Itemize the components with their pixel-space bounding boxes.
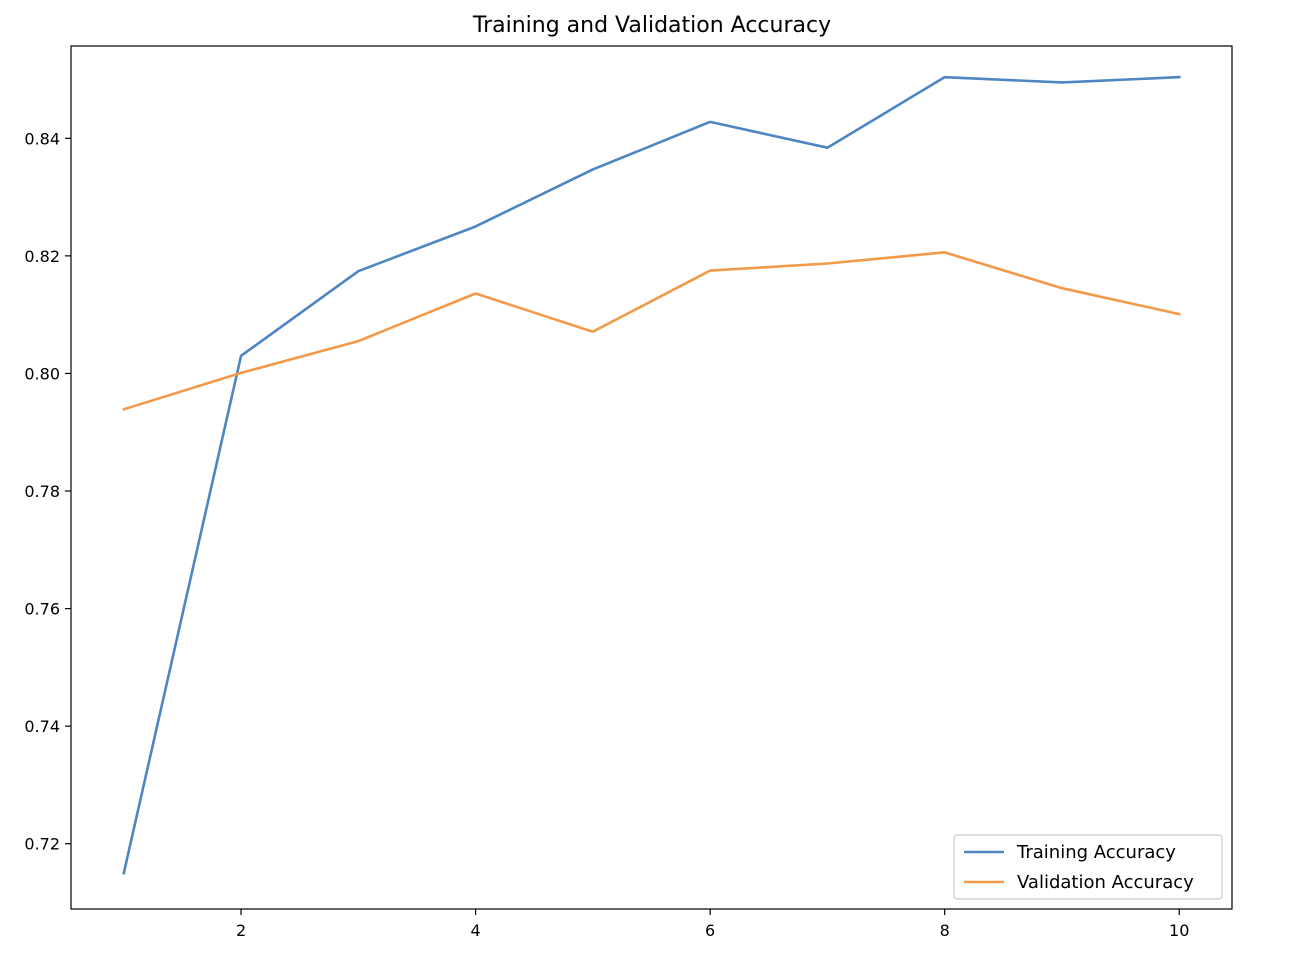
chart-title: Training and Validation Accuracy	[472, 13, 831, 38]
x-tick-label: 10	[1169, 921, 1189, 940]
x-tick-label: 4	[470, 921, 480, 940]
y-tick-label: 0.82	[24, 247, 60, 266]
x-tick-label: 6	[705, 921, 715, 940]
y-tick-label: 0.72	[24, 835, 60, 854]
legend: Training Accuracy Validation Accuracy	[953, 834, 1223, 900]
y-tick-label: 0.80	[24, 364, 60, 383]
axis-ticks: 2 4 6 8 10 0.72 0.74 0.76 0.78 0.80 0.82 0.84	[24, 129, 1189, 940]
validation-accuracy-line	[122, 251, 1181, 411]
y-tick-label: 0.84	[24, 129, 60, 148]
y-tick-label: 0.78	[24, 482, 60, 501]
x-tick-label: 2	[236, 921, 246, 940]
legend-label: Validation Accuracy	[1017, 872, 1194, 893]
y-tick-label: 0.76	[24, 600, 60, 619]
legend-box	[953, 834, 1223, 900]
axes-frame	[70, 45, 1233, 910]
x-tick-label: 8	[940, 921, 950, 940]
legend-label: Training Accuracy	[1016, 842, 1176, 863]
series-lines	[122, 75, 1181, 875]
y-tick-label: 0.74	[24, 717, 60, 736]
training-accuracy-line	[122, 75, 1181, 875]
